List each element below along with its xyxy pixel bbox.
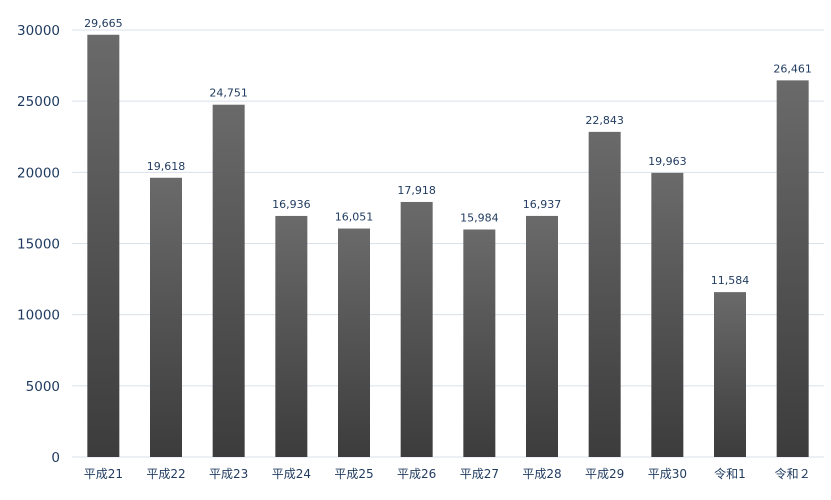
y-tick-label: 30000 — [17, 23, 60, 39]
x-category-label: 平成29 — [585, 467, 624, 481]
data-label: 29,665 — [84, 17, 123, 30]
bar — [400, 201, 433, 457]
bar — [338, 228, 370, 457]
bar — [714, 292, 746, 457]
bar — [588, 131, 621, 457]
data-labels: 29,665 19,618 24,751 16,936 16,051 17,918 15,9… — [84, 17, 812, 287]
bar — [526, 215, 558, 457]
x-category-label: 平成22 — [146, 467, 185, 481]
data-label: 11,584 — [711, 274, 750, 287]
x-category-label: 平成30 — [648, 467, 687, 481]
bar — [651, 172, 684, 457]
y-tick-label: 10000 — [17, 308, 60, 324]
data-label: 24,751 — [209, 87, 248, 100]
y-tick-label: 15000 — [17, 237, 60, 253]
bar — [150, 177, 182, 458]
y-axis-tick-labels: 0 5000 10000 15000 20000 25000 30000 — [17, 23, 60, 466]
x-category-label: 令和1 — [714, 466, 746, 481]
bar — [212, 104, 245, 458]
bars — [87, 34, 809, 458]
y-tick-label: 20000 — [17, 165, 60, 181]
x-axis-category-labels: 平成21 平成22 平成23 平成24 平成25 平成26 平成27 平成28 平成29 平成30… — [84, 466, 811, 481]
data-label: 16,936 — [272, 198, 311, 211]
data-label: 15,984 — [460, 211, 499, 224]
data-label: 19,963 — [648, 155, 687, 168]
x-category-label: 平成21 — [84, 467, 123, 481]
y-tick-label: 5000 — [26, 379, 60, 395]
bar — [87, 34, 120, 458]
x-category-label: 平成27 — [460, 467, 499, 481]
x-category-label: 平成28 — [522, 467, 561, 481]
gridlines — [72, 29, 824, 458]
data-label: 26,461 — [773, 62, 812, 75]
bar — [776, 80, 809, 457]
y-tick-label: 25000 — [17, 94, 60, 110]
x-category-label: 平成24 — [272, 467, 311, 481]
data-label: 16,051 — [335, 211, 374, 224]
data-label: 17,918 — [397, 184, 436, 197]
bar — [463, 229, 496, 457]
data-label: 16,937 — [523, 198, 562, 211]
x-category-label: 平成25 — [334, 467, 373, 481]
x-category-label: 平成26 — [397, 467, 436, 481]
x-category-label: 令和２ — [775, 466, 811, 481]
y-tick-label: 0 — [51, 450, 60, 466]
bar — [275, 215, 308, 457]
data-label: 22,843 — [585, 114, 624, 127]
x-category-label: 平成23 — [209, 467, 248, 481]
data-label: 19,618 — [147, 160, 186, 173]
